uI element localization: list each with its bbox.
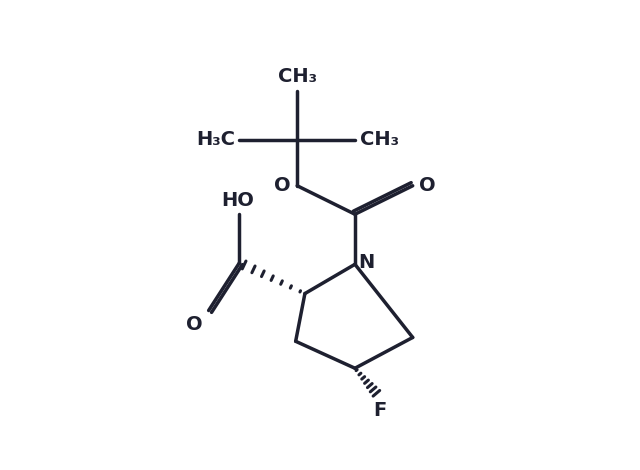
Text: CH₃: CH₃ [278, 67, 317, 86]
Text: F: F [373, 401, 386, 420]
Text: H₃C: H₃C [196, 130, 235, 149]
Text: HO: HO [221, 191, 254, 210]
Text: O: O [186, 315, 202, 334]
Text: N: N [358, 253, 374, 272]
Text: O: O [275, 176, 291, 195]
Text: O: O [419, 176, 435, 195]
Text: CH₃: CH₃ [360, 130, 399, 149]
